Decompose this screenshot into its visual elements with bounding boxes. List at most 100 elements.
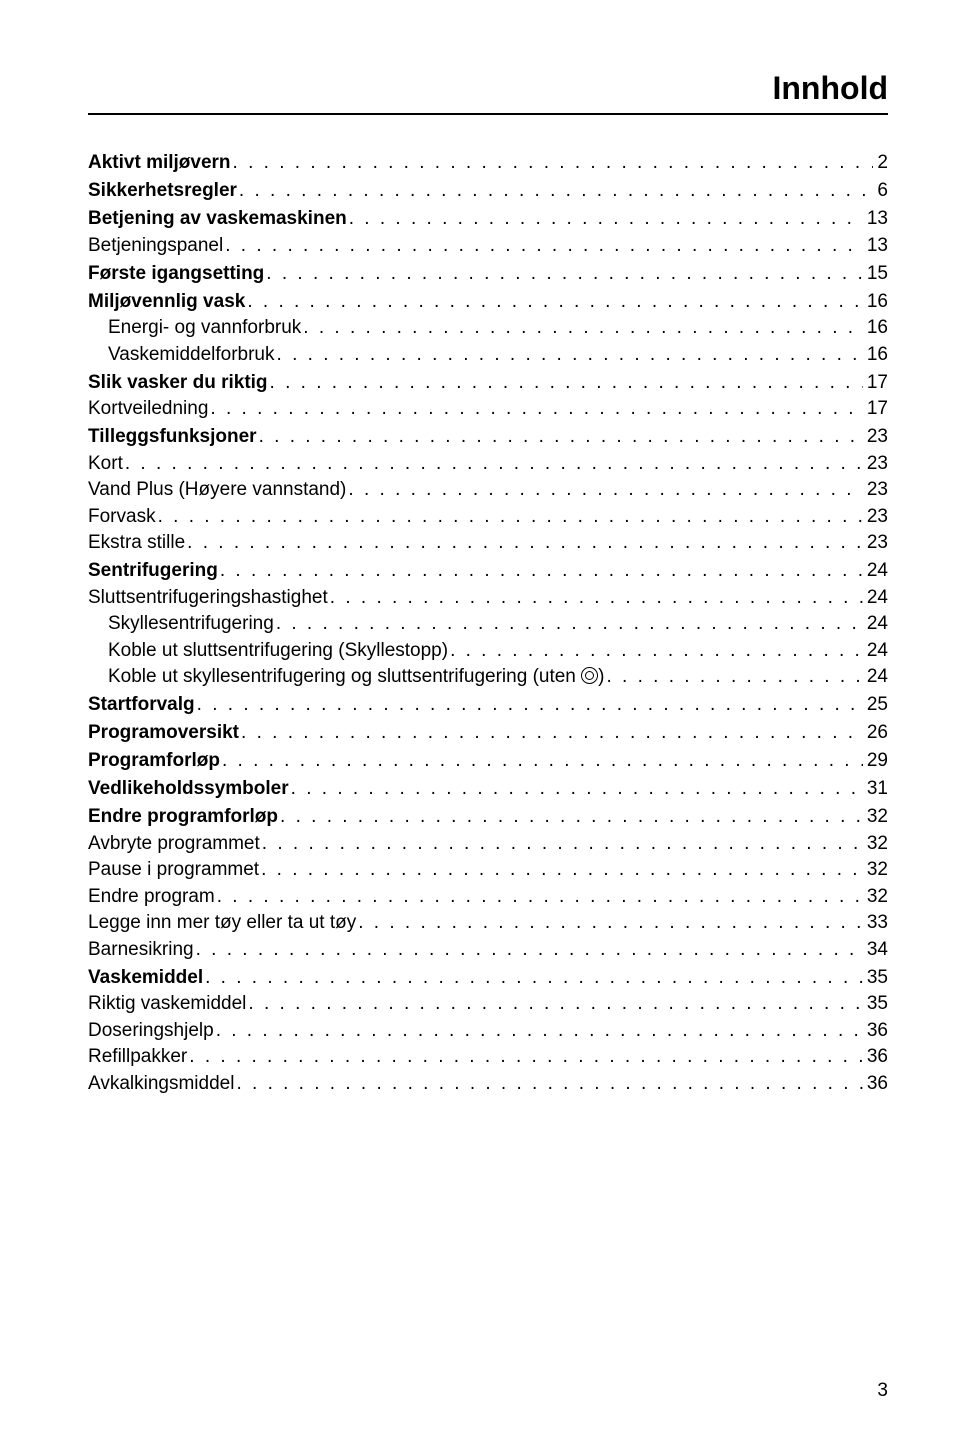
toc-entry: Endre program 32 — [88, 887, 888, 906]
toc-leader-dots — [123, 454, 863, 473]
toc-leader-dots — [203, 968, 863, 987]
page-number: 3 — [877, 1380, 888, 1402]
toc-leader-dots — [278, 807, 863, 826]
toc-entry: Energi- og vannforbruk16 — [88, 318, 888, 337]
toc-label: Vedlikeholdssymboler — [88, 779, 289, 798]
toc-page: 17 — [863, 399, 888, 418]
toc-label: Riktig vaskemiddel — [88, 994, 246, 1013]
toc-page: 24 — [863, 561, 888, 580]
toc-page: 36 — [863, 1021, 888, 1040]
toc-page: 2 — [873, 153, 888, 172]
toc-label: Pause i programmet — [88, 860, 259, 879]
toc-leader-dots — [448, 641, 863, 660]
toc-entry: Pause i programmet32 — [88, 860, 888, 879]
toc-page: 32 — [863, 807, 888, 826]
toc-page: 23 — [863, 454, 888, 473]
toc-leader-dots — [223, 236, 863, 255]
toc-leader-dots — [275, 345, 863, 364]
toc-leader-dots — [346, 480, 862, 499]
toc-entry: Sentrifugering 24 — [88, 561, 888, 580]
toc-leader-dots — [245, 292, 863, 311]
toc-page: 35 — [863, 968, 888, 987]
toc-entry: Sikkerhetsregler6 — [88, 181, 888, 200]
toc-label: Endre program — [88, 887, 215, 906]
toc-label: Miljøvennlig vask — [88, 292, 245, 311]
toc-entry: Aktivt miljøvern2 — [88, 153, 888, 172]
toc-entry: Ekstra stille23 — [88, 533, 888, 552]
toc-leader-dots — [208, 399, 862, 418]
toc-entry: Forvask23 — [88, 507, 888, 526]
rinse-hold-icon — [581, 667, 598, 684]
toc-entry: Kortveiledning 17 — [88, 399, 888, 418]
toc-leader-dots — [328, 588, 863, 607]
toc-page: 17 — [863, 373, 888, 392]
toc-entry: Skyllesentrifugering24 — [88, 614, 888, 633]
toc-page: 16 — [863, 292, 888, 311]
toc-entry: Endre programforløp 32 — [88, 807, 888, 826]
toc-label: Betjening av vaskemaskinen — [88, 209, 347, 228]
toc-entry: Vand Plus (Høyere vannstand)23 — [88, 480, 888, 499]
toc-leader-dots — [260, 834, 863, 853]
toc-leader-dots — [194, 940, 863, 959]
toc-label: Endre programforløp — [88, 807, 278, 826]
page-title: Innhold — [772, 70, 888, 106]
toc-entry: Programforløp29 — [88, 751, 888, 770]
toc-label: Programoversikt — [88, 723, 239, 742]
toc-label: Refillpakker — [88, 1047, 187, 1066]
toc-label: Koble ut sluttsentrifugering (Skyllestop… — [88, 641, 448, 660]
toc-page: 26 — [863, 723, 888, 742]
toc-leader-dots — [231, 153, 874, 172]
toc-leader-dots — [195, 695, 863, 714]
toc-label: Legge inn mer tøy eller ta ut tøy — [88, 913, 356, 932]
toc-leader-dots — [356, 913, 863, 932]
toc-page: 32 — [863, 834, 888, 853]
toc-label: Første igangsetting — [88, 264, 264, 283]
toc-entry: Koble ut skyllesentrifugering og sluttse… — [88, 667, 888, 686]
toc-label: Vaskemiddelforbruk — [88, 345, 275, 364]
toc-page: 24 — [863, 641, 888, 660]
toc-page: 32 — [863, 887, 888, 906]
toc-label: Sluttsentrifugeringshastighet — [88, 588, 328, 607]
toc-page: 13 — [863, 236, 888, 255]
toc-label: Forvask — [88, 507, 156, 526]
toc-page: 24 — [863, 588, 888, 607]
toc-page: 35 — [863, 994, 888, 1013]
toc-entry: Vaskemiddel35 — [88, 968, 888, 987]
toc-page: 23 — [863, 533, 888, 552]
toc-label: Vand Plus (Høyere vannstand) — [88, 480, 346, 499]
toc-entry: Riktig vaskemiddel 35 — [88, 994, 888, 1013]
toc-entry: Avbryte programmet32 — [88, 834, 888, 853]
toc-page: 36 — [863, 1047, 888, 1066]
toc-page: 13 — [863, 209, 888, 228]
toc-entry: Slik vasker du riktig 17 — [88, 373, 888, 392]
toc-leader-dots — [301, 318, 863, 337]
toc-label: Energi- og vannforbruk — [88, 318, 301, 337]
toc-page: 25 — [863, 695, 888, 714]
toc-label: Programforløp — [88, 751, 220, 770]
toc-label: Kort — [88, 454, 123, 473]
toc-entry: Koble ut sluttsentrifugering (Skyllestop… — [88, 641, 888, 660]
toc-entry: Startforvalg25 — [88, 695, 888, 714]
toc-leader-dots — [214, 1021, 863, 1040]
toc-entry: Sluttsentrifugeringshastighet 24 — [88, 588, 888, 607]
toc-entry: Miljøvennlig vask 16 — [88, 292, 888, 311]
toc-label: Skyllesentrifugering — [88, 614, 274, 633]
toc-leader-dots — [187, 1047, 863, 1066]
toc-label: Sentrifugering — [88, 561, 218, 580]
toc-label: Avkalkingsmiddel — [88, 1074, 234, 1093]
toc-label: Doseringshjelp — [88, 1021, 214, 1040]
toc-label: Kortveiledning — [88, 399, 208, 418]
toc-page: 24 — [863, 667, 888, 686]
toc-entry: Tilleggsfunksjoner23 — [88, 427, 888, 446]
toc-label: Sikkerhetsregler — [88, 181, 237, 200]
toc-page: 36 — [863, 1074, 888, 1093]
toc-page: 31 — [863, 779, 888, 798]
toc-leader-dots — [257, 427, 863, 446]
toc-entry: Vaskemiddelforbruk16 — [88, 345, 888, 364]
toc-leader-dots — [259, 860, 863, 879]
toc-label: Betjeningspanel — [88, 236, 223, 255]
toc-label: Slik vasker du riktig — [88, 373, 268, 392]
toc-leader-dots — [246, 994, 862, 1013]
toc-entry: Avkalkingsmiddel 36 — [88, 1074, 888, 1093]
toc-leader-dots — [237, 181, 874, 200]
